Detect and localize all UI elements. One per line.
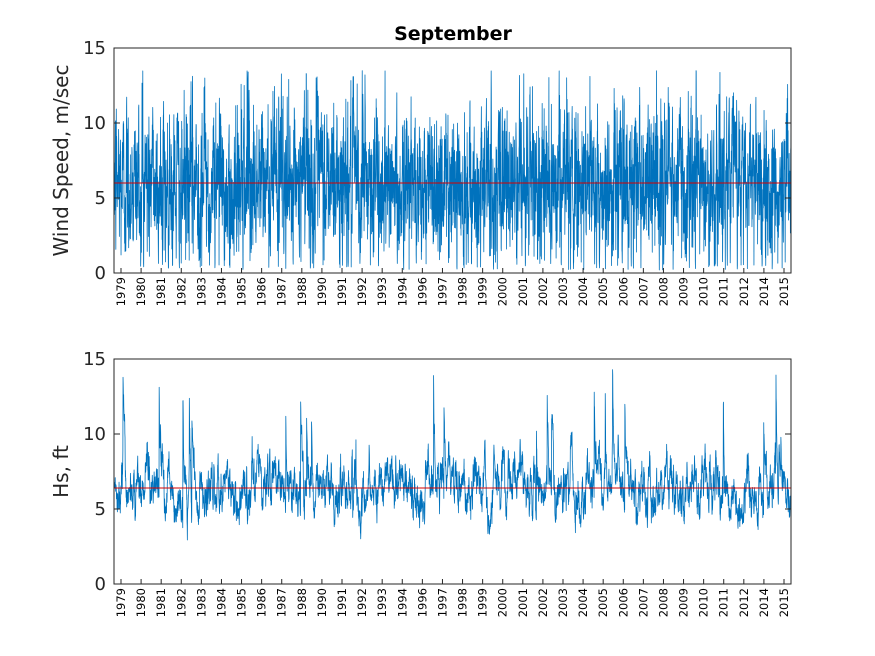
- x-tick-label: 2010: [697, 277, 711, 306]
- x-tick-label: 2004: [576, 277, 590, 306]
- chart-title: September: [394, 23, 512, 45]
- y-tick-label: 10: [83, 424, 106, 445]
- x-tick-label: 2009: [677, 277, 691, 306]
- x-tick-label: 2011: [717, 588, 731, 617]
- wind-speed-axis-frame: [113, 47, 792, 274]
- x-tick-label: 1993: [375, 277, 389, 306]
- x-tick-label: 2014: [757, 277, 771, 306]
- series-line: [113, 369, 792, 541]
- x-tick-label: 2006: [616, 277, 630, 306]
- x-tick-label: 1983: [194, 588, 208, 617]
- x-tick-label: 1985: [235, 277, 249, 306]
- x-tick-label: 1981: [154, 588, 168, 617]
- x-tick-label: 1999: [476, 277, 490, 306]
- x-tick-label: 2012: [737, 277, 751, 306]
- x-tick-label: 1982: [174, 588, 188, 617]
- x-tick-label: 2003: [556, 277, 570, 306]
- x-tick-label: 2004: [576, 588, 590, 617]
- wind-speed-y-label: Wind Speed, m/sec: [49, 65, 73, 257]
- x-tick-label: 1991: [335, 588, 349, 617]
- x-tick-label: 1982: [174, 277, 188, 306]
- x-tick-label: 1981: [154, 277, 168, 306]
- x-tick-label: 1996: [415, 588, 429, 617]
- x-tick-label: 1992: [355, 277, 369, 306]
- x-tick-label: 2008: [656, 277, 670, 306]
- wind-speed-series: [113, 70, 792, 271]
- x-tick-label: 1997: [435, 277, 449, 306]
- wave-height-series: [113, 369, 792, 541]
- x-tick-label: 1998: [456, 588, 470, 617]
- x-tick-label: 2012: [737, 588, 751, 617]
- x-tick-label: 1980: [134, 277, 148, 306]
- x-tick-label: 1990: [315, 588, 329, 617]
- x-tick-label: 2007: [636, 588, 650, 617]
- x-tick-label: 1987: [275, 588, 289, 617]
- x-tick-label: 1998: [456, 277, 470, 306]
- x-tick-label: 1983: [194, 277, 208, 306]
- wave-height-y-ticks: 0 5 10 15: [83, 349, 791, 595]
- wave-height-axis-frame: [113, 358, 792, 585]
- x-tick-label: 1984: [214, 588, 228, 617]
- x-tick-label: 2015: [777, 277, 791, 306]
- x-tick-label: 2003: [556, 588, 570, 617]
- y-tick-label: 15: [83, 349, 106, 370]
- y-tick-label: 0: [95, 574, 106, 595]
- y-tick-label: 5: [95, 188, 106, 209]
- x-tick-label: 1979: [114, 588, 128, 617]
- x-tick-label: 2007: [636, 277, 650, 306]
- x-tick-label: 1984: [214, 277, 228, 306]
- y-tick-label: 10: [83, 113, 106, 134]
- x-tick-label: 2011: [717, 277, 731, 306]
- series-line: [113, 70, 792, 271]
- x-tick-label: 2000: [496, 277, 510, 306]
- x-tick-label: 2014: [757, 588, 771, 617]
- x-tick-label: 2002: [536, 277, 550, 306]
- x-tick-label: 2005: [596, 588, 610, 617]
- x-tick-label: 1994: [395, 588, 409, 617]
- x-tick-label: 1996: [415, 277, 429, 306]
- y-tick-label: 0: [95, 263, 106, 284]
- x-tick-label: 2015: [777, 588, 791, 617]
- x-tick-label: 1980: [134, 588, 148, 617]
- x-tick-label: 2006: [616, 588, 630, 617]
- x-tick-label: 1992: [355, 588, 369, 617]
- x-tick-label: 2008: [656, 588, 670, 617]
- x-tick-label: 1985: [235, 588, 249, 617]
- x-tick-label: 2000: [496, 588, 510, 617]
- x-tick-label: 1988: [295, 588, 309, 617]
- x-tick-label: 1987: [275, 277, 289, 306]
- x-tick-label: 2002: [536, 588, 550, 617]
- wind-speed-x-ticks: 1979 1980 1981 1982 1983 1984 1985 1986 1987 1988…: [114, 268, 791, 306]
- x-tick-label: 2001: [516, 277, 530, 306]
- wave-height-y-label: Hs, ft: [49, 445, 73, 498]
- x-tick-label: 2009: [677, 588, 691, 617]
- wind-speed-y-ticks: 0 5 10 15: [83, 38, 791, 284]
- x-tick-label: 1997: [435, 588, 449, 617]
- x-tick-label: 2005: [596, 277, 610, 306]
- x-tick-label: 1991: [335, 277, 349, 306]
- x-tick-label: 1979: [114, 277, 128, 306]
- y-tick-label: 15: [83, 38, 106, 59]
- x-tick-label: 1990: [315, 277, 329, 306]
- x-tick-label: 1986: [255, 277, 269, 306]
- x-tick-label: 2001: [516, 588, 530, 617]
- y-tick-label: 5: [95, 499, 106, 520]
- x-tick-label: 1986: [255, 588, 269, 617]
- x-tick-label: 1993: [375, 588, 389, 617]
- wave-height-x-ticks: 1979 1980 1981 1982 1983 1984 1985 1986 1987 1988…: [114, 579, 791, 617]
- x-tick-label: 2010: [697, 588, 711, 617]
- x-tick-label: 1994: [395, 277, 409, 306]
- x-tick-label: 1999: [476, 588, 490, 617]
- x-tick-label: 1988: [295, 277, 309, 306]
